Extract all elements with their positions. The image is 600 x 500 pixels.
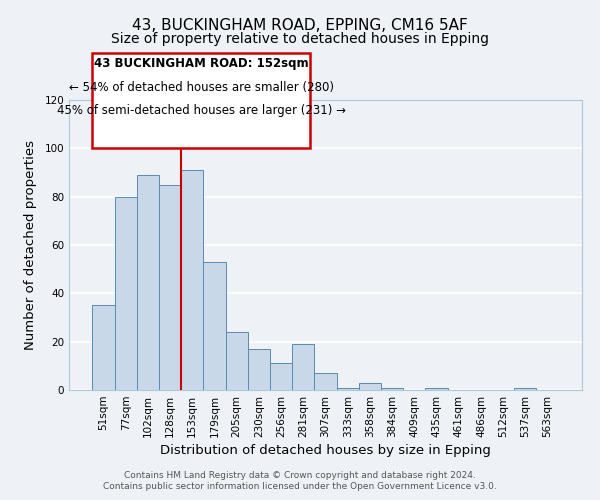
Y-axis label: Number of detached properties: Number of detached properties xyxy=(25,140,37,350)
Text: Contains public sector information licensed under the Open Government Licence v3: Contains public sector information licen… xyxy=(103,482,497,491)
Text: Size of property relative to detached houses in Epping: Size of property relative to detached ho… xyxy=(111,32,489,46)
Bar xyxy=(270,364,292,390)
X-axis label: Distribution of detached houses by size in Epping: Distribution of detached houses by size … xyxy=(160,444,491,457)
Bar xyxy=(203,262,226,390)
Bar xyxy=(292,344,314,390)
Bar xyxy=(381,388,403,390)
Bar xyxy=(92,306,115,390)
Bar xyxy=(137,175,159,390)
Bar xyxy=(425,388,448,390)
Text: Contains HM Land Registry data © Crown copyright and database right 2024.: Contains HM Land Registry data © Crown c… xyxy=(124,471,476,480)
Bar xyxy=(159,184,181,390)
Text: 43, BUCKINGHAM ROAD, EPPING, CM16 5AF: 43, BUCKINGHAM ROAD, EPPING, CM16 5AF xyxy=(132,18,468,32)
Bar xyxy=(226,332,248,390)
Bar xyxy=(115,196,137,390)
Text: ← 54% of detached houses are smaller (280): ← 54% of detached houses are smaller (28… xyxy=(68,81,334,94)
Bar xyxy=(248,349,270,390)
Bar xyxy=(181,170,203,390)
Bar xyxy=(359,383,381,390)
Text: 45% of semi-detached houses are larger (231) →: 45% of semi-detached houses are larger (… xyxy=(56,104,346,117)
Bar xyxy=(337,388,359,390)
Bar xyxy=(514,388,536,390)
Bar xyxy=(314,373,337,390)
Text: 43 BUCKINGHAM ROAD: 152sqm: 43 BUCKINGHAM ROAD: 152sqm xyxy=(94,58,308,70)
